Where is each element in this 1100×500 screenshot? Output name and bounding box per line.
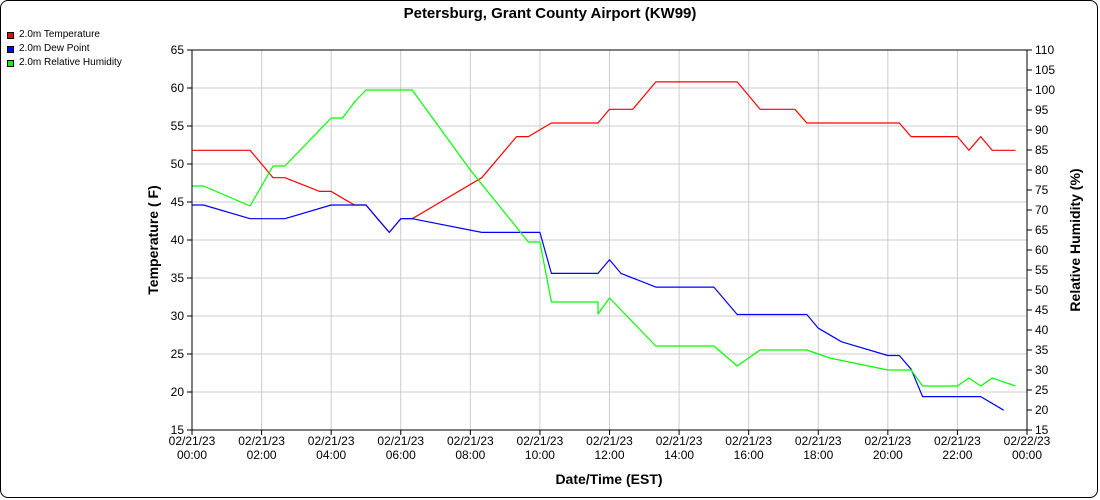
x-axis-title: Date/Time (EST) (555, 471, 662, 487)
legend-label-relative-humidity: 2.0m Relative Humidity (19, 57, 122, 68)
x-tick-label-time: 20:00 (873, 448, 903, 462)
legend-label-dew-point: 2.0m Dew Point (19, 43, 90, 54)
y-tick-label: 45 (171, 195, 185, 209)
y-tick-label: 60 (171, 81, 185, 95)
y-tick-label: 15 (171, 423, 185, 437)
x-tick-label-date: 02/21/23 (377, 434, 424, 448)
series-lines (192, 81, 1016, 411)
y2-tick-label: 50 (1035, 283, 1049, 297)
x-tick-label-date: 02/21/23 (238, 434, 285, 448)
y-axis-title-humidity: Relative Humidity (%) (1067, 168, 1083, 311)
y-axis-title-temperature: Temperature ( F) (145, 185, 161, 294)
x-tick-label-date: 02/21/23 (586, 434, 633, 448)
x-tick-label-time: 02:00 (247, 448, 277, 462)
x-tick-label-time: 06:00 (386, 448, 416, 462)
legend-swatch-temperature (7, 31, 14, 39)
x-tick-label-date: 02/22/23 (1004, 434, 1051, 448)
x-tick-label-time: 16:00 (734, 448, 764, 462)
x-tick-label-date: 02/21/23 (517, 434, 564, 448)
y2-tick-label: 85 (1035, 143, 1049, 157)
legend-swatch-dew-point (7, 45, 14, 53)
x-tick-label-date: 02/21/23 (864, 434, 911, 448)
y2-tick-label: 80 (1035, 163, 1049, 177)
x-tick-label-date: 02/21/23 (795, 434, 842, 448)
x-tick-label-date: 02/21/23 (447, 434, 494, 448)
x-tick-label-time: 04:00 (316, 448, 346, 462)
x-tick-label-time: 14:00 (664, 448, 694, 462)
legend-label-temperature: 2.0m Temperature (19, 29, 100, 40)
chart-title: Petersburg, Grant County Airport (KW99) (403, 5, 697, 22)
x-tick-label-time: 08:00 (455, 448, 485, 462)
axes: 02/21/2300:0002/21/2302:0002/21/2304:000… (169, 43, 1056, 462)
relative-humidity-line (192, 89, 1016, 387)
y2-tick-label: 105 (1035, 63, 1055, 77)
y2-tick-label: 40 (1035, 323, 1049, 337)
y2-tick-label: 55 (1035, 263, 1049, 277)
legend-item-relative-humidity: 2.0m Relative Humidity (7, 56, 122, 70)
y2-tick-label: 60 (1035, 243, 1049, 257)
x-tick-label-date: 02/21/23 (656, 434, 703, 448)
y-tick-label: 50 (171, 157, 185, 171)
legend: 2.0m Temperature 2.0m Dew Point 2.0m Rel… (7, 28, 122, 70)
y2-tick-label: 25 (1035, 383, 1049, 397)
y2-tick-label: 90 (1035, 123, 1049, 137)
y-tick-label: 35 (171, 271, 185, 285)
x-tick-label-date: 02/21/23 (934, 434, 981, 448)
y2-tick-label: 70 (1035, 203, 1049, 217)
x-tick-label-date: 02/21/23 (725, 434, 772, 448)
y-tick-label: 20 (171, 385, 185, 399)
y-tick-label: 55 (171, 119, 185, 133)
x-tick-label-time: 10:00 (525, 448, 555, 462)
y2-tick-label: 110 (1035, 43, 1054, 57)
x-tick-label-time: 22:00 (942, 448, 972, 462)
legend-item-dew-point: 2.0m Dew Point (7, 42, 122, 56)
x-tick-label-time: 00:00 (177, 448, 207, 462)
x-tick-label-date: 02/21/23 (169, 434, 216, 448)
y-tick-label: 40 (171, 233, 185, 247)
legend-item-temperature: 2.0m Temperature (7, 28, 122, 42)
y2-tick-label: 35 (1035, 343, 1049, 357)
x-tick-label-time: 12:00 (594, 448, 624, 462)
y2-tick-label: 15 (1035, 423, 1049, 437)
temperature-line (192, 81, 1016, 233)
y-tick-label: 30 (171, 309, 185, 323)
x-tick-label-time: 00:00 (1012, 448, 1042, 462)
y2-tick-label: 100 (1035, 83, 1055, 97)
legend-swatch-relative-humidity (7, 59, 14, 67)
y-tick-label: 65 (171, 43, 185, 57)
grid (191, 49, 1028, 431)
y2-tick-label: 95 (1035, 103, 1049, 117)
y-tick-label: 25 (171, 347, 185, 361)
x-tick-label-time: 18:00 (803, 448, 833, 462)
y2-tick-label: 30 (1035, 363, 1049, 377)
y2-tick-label: 65 (1035, 223, 1049, 237)
y2-tick-label: 75 (1035, 183, 1049, 197)
y2-tick-label: 45 (1035, 303, 1049, 317)
x-tick-label-date: 02/21/23 (308, 434, 355, 448)
y2-tick-label: 20 (1035, 403, 1049, 417)
dew-point-line (192, 204, 1005, 411)
